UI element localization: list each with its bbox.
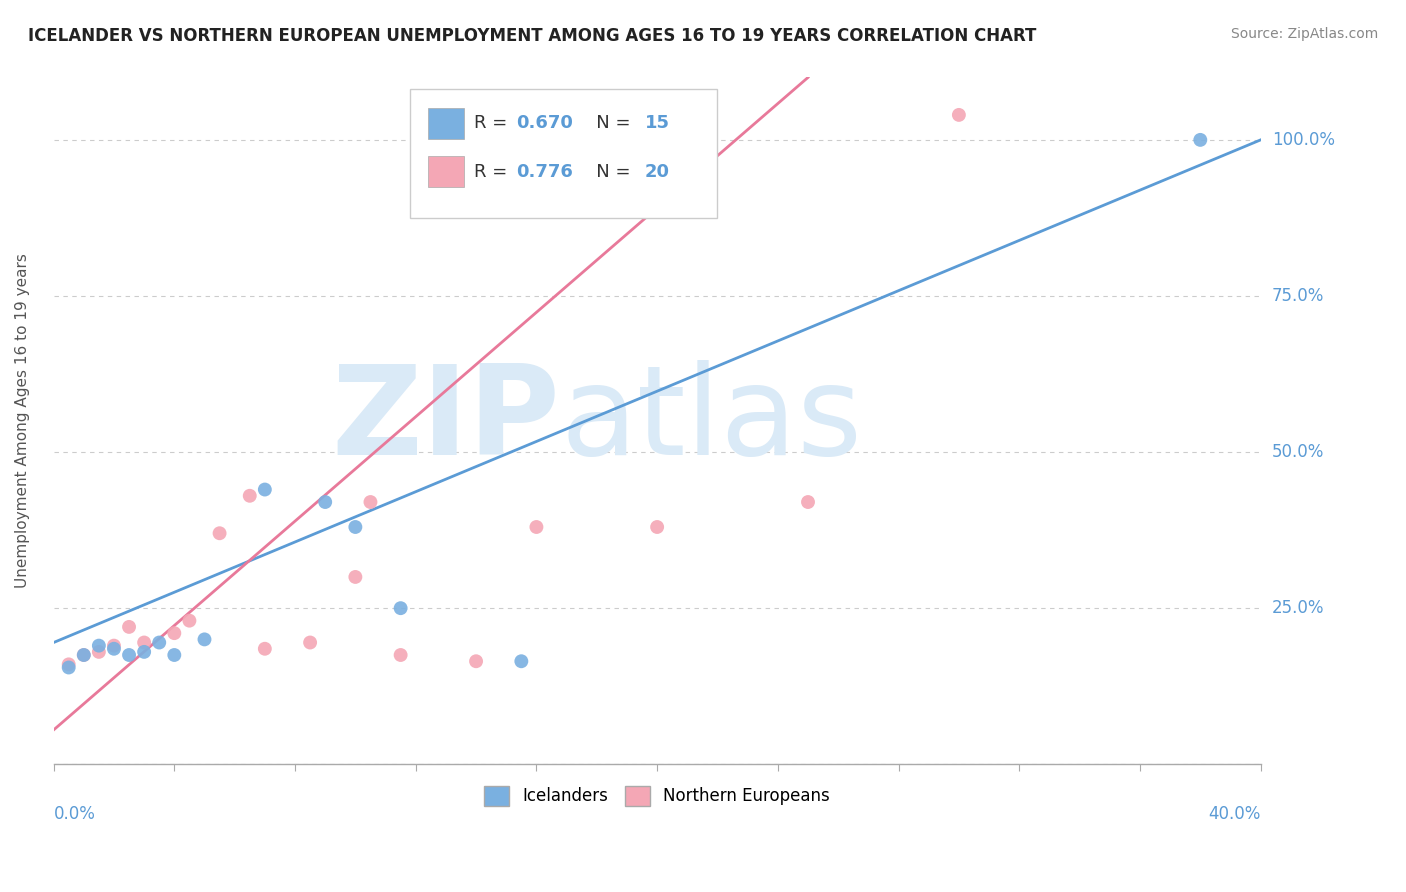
Point [118,648,141,662]
Point [465,654,488,668]
Text: 15: 15 [645,114,671,132]
Text: 20: 20 [645,162,671,180]
Point [58,660,80,674]
Point [299,635,322,649]
FancyBboxPatch shape [427,108,464,139]
Text: 75.0%: 75.0% [1272,287,1324,305]
Point [87,639,110,653]
Point [134,645,156,659]
Point [389,648,412,662]
Point [314,495,336,509]
Point [208,526,231,541]
Text: R =: R = [474,162,513,180]
Point [526,520,548,534]
Point [645,520,668,534]
Text: N =: N = [579,162,636,180]
Point [163,626,186,640]
Point [148,635,170,649]
Text: Source: ZipAtlas.com: Source: ZipAtlas.com [1230,27,1378,41]
Text: 0.670: 0.670 [516,114,572,132]
Legend: Icelanders, Northern Europeans: Icelanders, Northern Europeans [475,777,838,814]
Point [87,645,110,659]
Text: 40.0%: 40.0% [1208,805,1261,823]
Point [103,639,125,653]
Text: 0.776: 0.776 [516,162,572,180]
Point [73,648,96,662]
Point [134,635,156,649]
Text: atlas: atlas [561,360,863,482]
Text: 0.0%: 0.0% [53,805,96,823]
Text: 25.0%: 25.0% [1272,599,1324,617]
Text: ZIP: ZIP [332,360,561,482]
Text: N =: N = [579,114,636,132]
FancyBboxPatch shape [409,89,717,219]
Text: R =: R = [474,114,513,132]
Point [193,632,215,647]
Point [253,641,276,656]
Point [118,620,141,634]
Point [73,648,96,662]
Point [1189,133,1212,147]
Point [163,648,186,662]
Point [239,489,262,503]
Point [797,495,820,509]
Point [179,614,201,628]
Text: 100.0%: 100.0% [1272,131,1334,149]
Y-axis label: Unemployment Among Ages 16 to 19 years: Unemployment Among Ages 16 to 19 years [15,253,30,589]
Point [58,657,80,672]
FancyBboxPatch shape [427,156,464,187]
Point [344,520,367,534]
Point [510,654,533,668]
Text: 50.0%: 50.0% [1272,443,1324,461]
Point [344,570,367,584]
Point [253,483,276,497]
Text: ICELANDER VS NORTHERN EUROPEAN UNEMPLOYMENT AMONG AGES 16 TO 19 YEARS CORRELATIO: ICELANDER VS NORTHERN EUROPEAN UNEMPLOYM… [28,27,1036,45]
Point [103,641,125,656]
Point [359,495,381,509]
Point [389,601,412,615]
Point [948,108,970,122]
